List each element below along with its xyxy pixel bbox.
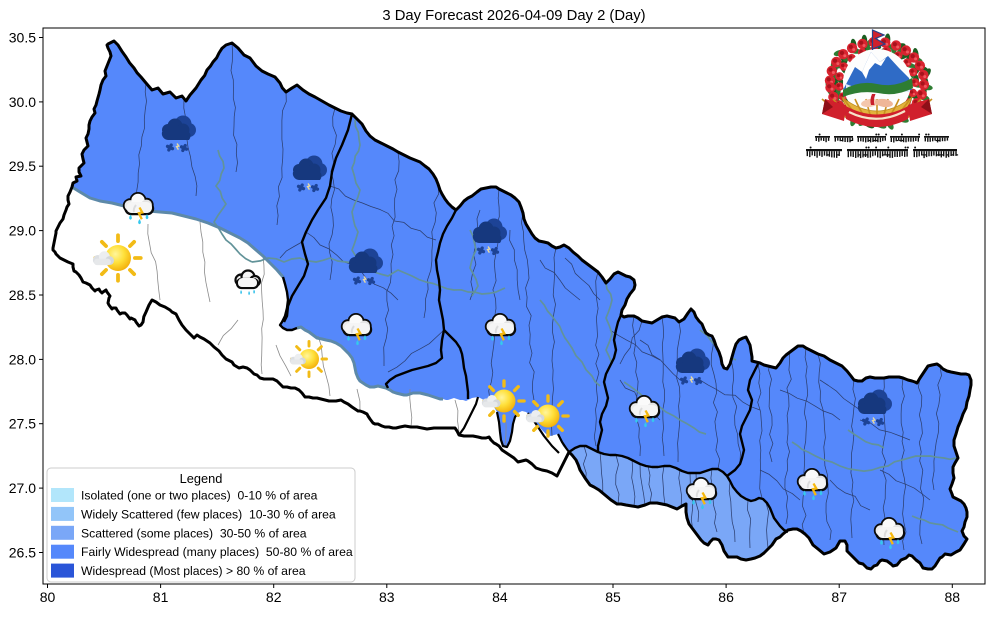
svg-text:84: 84 (492, 589, 508, 605)
svg-text:26.5: 26.5 (9, 545, 36, 561)
svg-text:Legend: Legend (180, 471, 223, 486)
svg-text:29.5: 29.5 (9, 158, 36, 174)
svg-text:3 Day Forecast 2026-04-09 Day: 3 Day Forecast 2026-04-09 Day 2 (Day) (382, 8, 645, 24)
svg-text:29.0: 29.0 (9, 223, 36, 239)
svg-text:87: 87 (831, 589, 847, 605)
svg-text:Scattered (some places) 30-50: Scattered (some places) 30-50 % of area (81, 526, 307, 540)
svg-text:27.0: 27.0 (9, 480, 36, 496)
svg-text:28.5: 28.5 (9, 287, 36, 303)
svg-text:Isolated (one or two places): Isolated (one or two places) 0-10 % of a… (81, 489, 318, 503)
svg-text:30.5: 30.5 (9, 30, 36, 46)
svg-text:81: 81 (153, 589, 169, 605)
svg-text:86: 86 (718, 589, 734, 605)
svg-text:28.0: 28.0 (9, 351, 36, 367)
svg-text:88: 88 (945, 589, 961, 605)
svg-text:82: 82 (266, 589, 282, 605)
svg-text:27.5: 27.5 (9, 416, 36, 432)
svg-text:80: 80 (40, 589, 56, 605)
svg-text:Fairly Widespread (many places: Fairly Widespread (many places) 50-80 % … (81, 545, 353, 559)
svg-text:83: 83 (379, 589, 395, 605)
svg-text:85: 85 (605, 589, 621, 605)
svg-text:Widely Scattered (few places): Widely Scattered (few places) 10-30 % of… (81, 507, 336, 521)
svg-text:30.0: 30.0 (9, 94, 36, 110)
svg-text:Widespread (Most places) > 80: Widespread (Most places) > 80 % of area (81, 564, 306, 578)
